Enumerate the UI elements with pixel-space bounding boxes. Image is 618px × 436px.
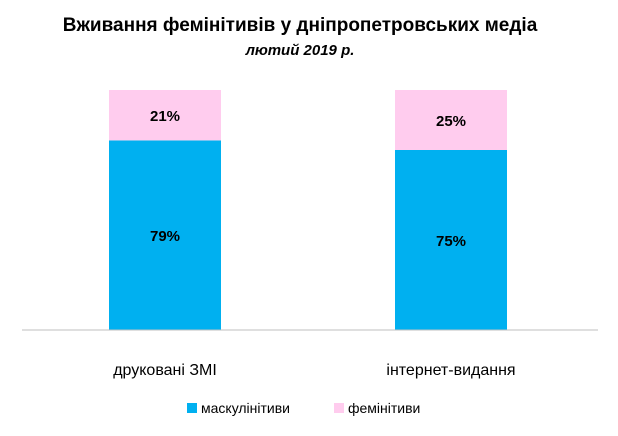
bar-masculine-0: [109, 140, 221, 330]
legend-label-0: маскулінітиви: [201, 400, 290, 416]
bar-feminine-0: [109, 90, 221, 141]
data-label-feminine-1: 25%: [436, 113, 466, 130]
bar-feminine-1: [395, 90, 507, 150]
data-label-masculine-0: 79%: [150, 228, 180, 245]
legend: маскулінітиви фемінітиви: [187, 400, 420, 416]
bar-masculine-1: [395, 150, 507, 330]
category-label-0: друковані ЗМІ: [113, 362, 217, 379]
legend-swatch-1: [334, 403, 344, 413]
data-label-masculine-1: 75%: [436, 233, 466, 250]
legend-swatch-0: [187, 403, 197, 413]
legend-label-1: фемінітиви: [348, 400, 420, 416]
category-labels: друковані ЗМІ інтернет-видання: [113, 362, 515, 379]
chart-title: Вживання фемінітивів у дніпропетровських…: [63, 15, 538, 36]
data-label-feminine-0: 21%: [150, 108, 180, 125]
chart-subtitle: лютий 2019 р.: [245, 42, 355, 59]
category-label-1: інтернет-видання: [386, 362, 515, 379]
plot-area: 79% 21% 75% 25%: [109, 90, 507, 330]
